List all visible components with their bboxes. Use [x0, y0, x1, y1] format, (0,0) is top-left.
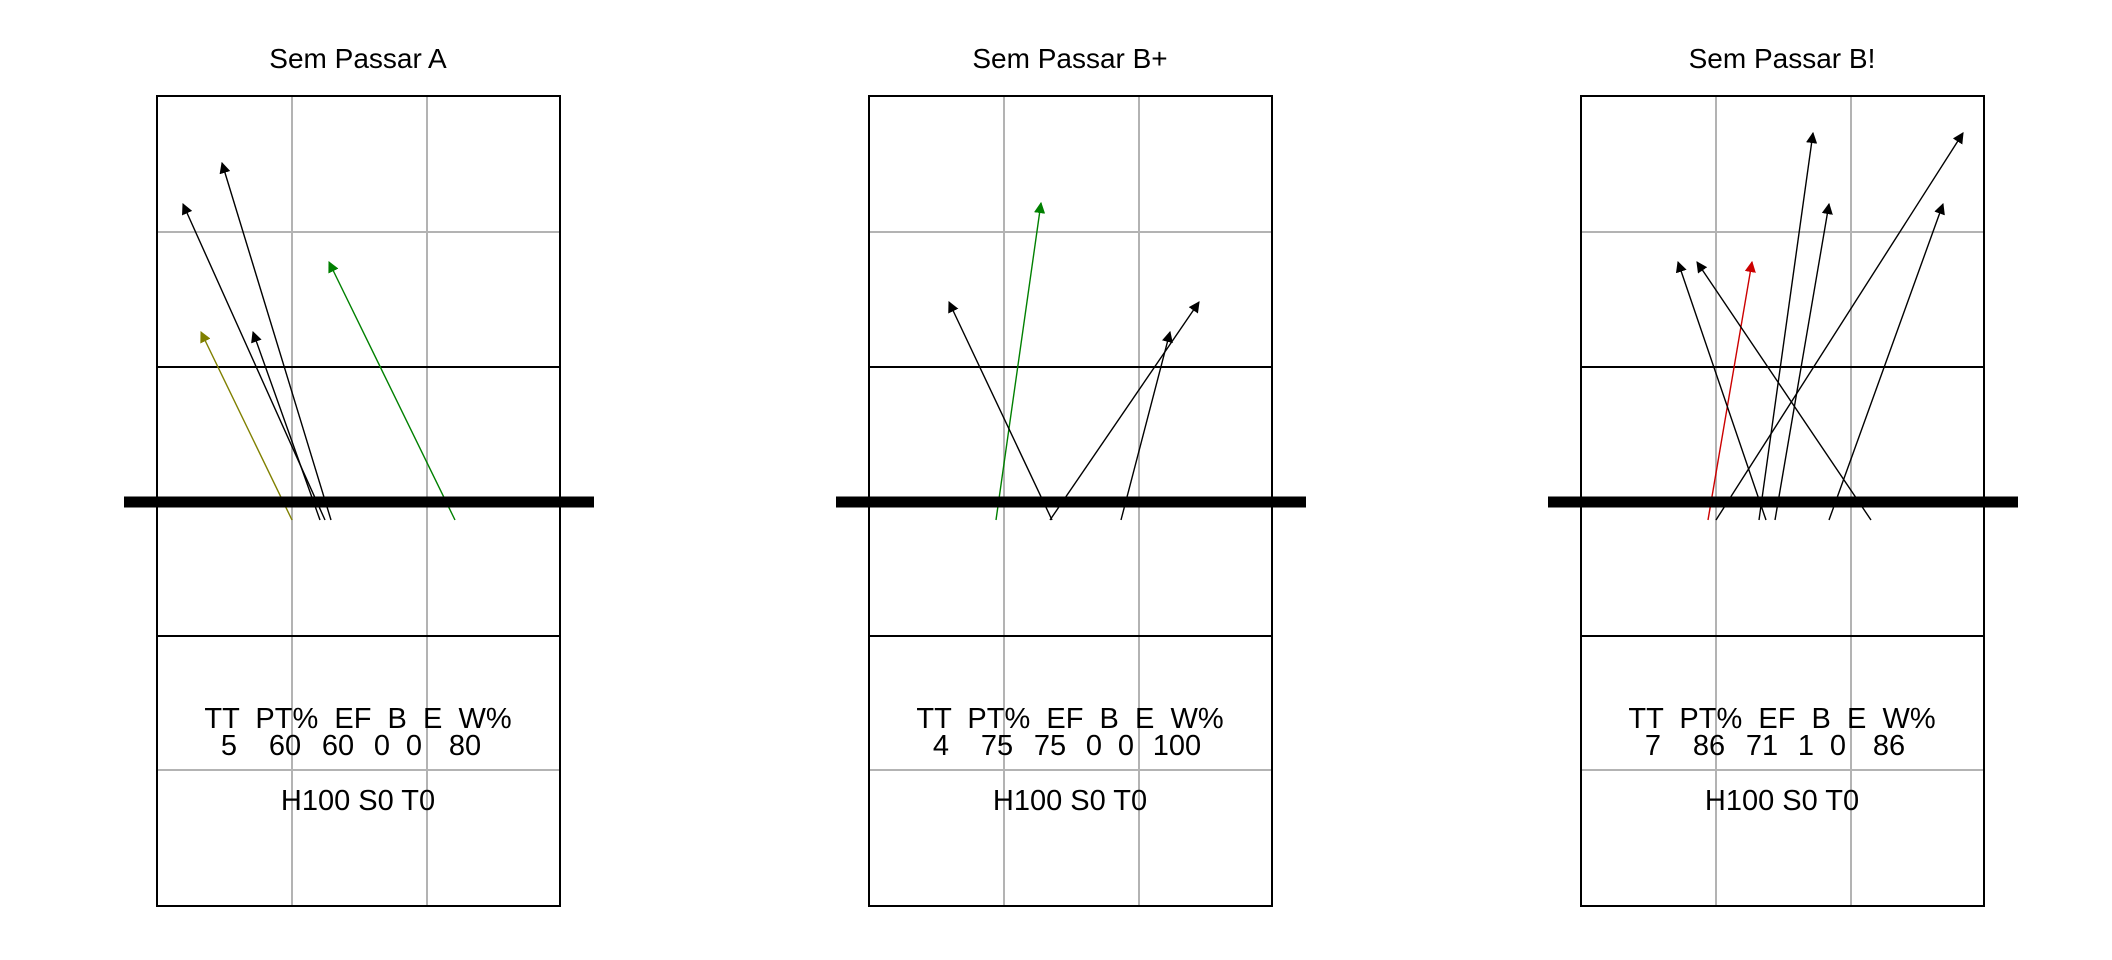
court-panel: Sem Passar A TT PT% EF B E W%5 60 60 0 0 80 H10…: [124, 43, 594, 907]
attack-arrow: [948, 300, 1053, 521]
attack-arrow: [1696, 261, 1872, 521]
panel-title: Sem Passar B!: [1689, 43, 1876, 74]
attack-arrow: [1120, 330, 1173, 521]
stats-value: 0: [1830, 730, 1846, 762]
attack-arrow: [1828, 202, 1945, 521]
attack-arrow: [1715, 132, 1964, 521]
attack-arrow: [328, 260, 456, 521]
stats-value: 0: [1086, 730, 1102, 762]
stats-value: 1: [1798, 730, 1814, 762]
attack-arrow: [1049, 301, 1200, 521]
stats-value: 0: [406, 730, 422, 762]
attack-arrow: [1758, 131, 1818, 521]
stats-value: 80: [449, 730, 481, 762]
panel-footer: H100 S0 T0: [993, 785, 1147, 817]
attack-arrow: [1675, 260, 1767, 521]
stats-value: 4: [933, 730, 949, 762]
stats-value: 60: [269, 730, 301, 762]
stats-value: 0: [374, 730, 390, 762]
stats-value: 7: [1645, 730, 1661, 762]
stats-value: 86: [1873, 730, 1905, 762]
stats-header: TT PT% EF B E W%: [204, 703, 511, 735]
attack-arrow: [1707, 260, 1756, 521]
attack-arrow: [251, 330, 321, 521]
panel-title: Sem Passar B+: [972, 43, 1167, 74]
panel-title: Sem Passar A: [269, 43, 447, 74]
stats-value: 100: [1153, 730, 1201, 762]
attack-arrow: [219, 161, 332, 521]
stats-value: 86: [1693, 730, 1725, 762]
panel-footer: H100 S0 T0: [1705, 785, 1859, 817]
attack-arrow: [200, 330, 293, 521]
stats-value: 75: [981, 730, 1013, 762]
panel-footer: H100 S0 T0: [281, 785, 435, 817]
stats-value: 75: [1034, 730, 1066, 762]
attack-arrow: [995, 201, 1046, 521]
stats-value: 0: [1118, 730, 1134, 762]
stats-value: 5: [221, 730, 237, 762]
stats-header: TT PT% EF B E W%: [1628, 703, 1935, 735]
court-panel: Sem Passar B+ TT PT% EF B E W%4 75 75 0 0 100H…: [836, 43, 1306, 907]
attack-arrow: [1774, 202, 1833, 521]
court-panel: Sem Passar B! TT PT% EF B E W%7 86 71 1 0 86 H1…: [1548, 43, 2018, 907]
stats-value: 60: [322, 730, 354, 762]
stats-value: 71: [1746, 730, 1778, 762]
stats-header: TT PT% EF B E W%: [916, 703, 1223, 735]
